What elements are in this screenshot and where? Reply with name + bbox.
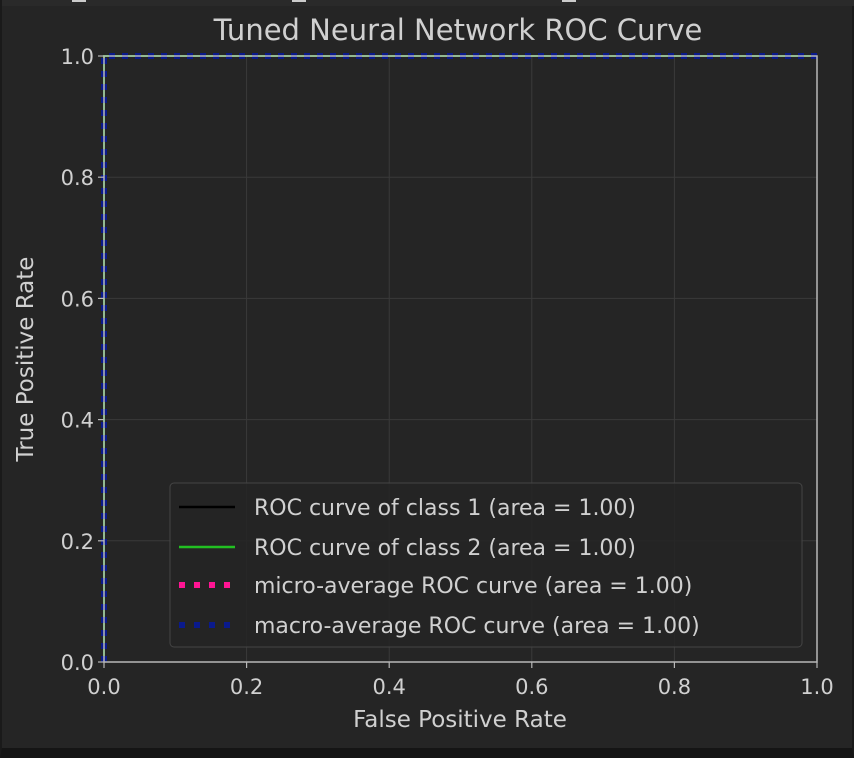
x-tick-label: 0.6 bbox=[515, 675, 548, 699]
y-tick-label: 0.8 bbox=[61, 166, 94, 190]
y-tick-label: 0.2 bbox=[61, 530, 94, 554]
x-ticks: 0.0 0.2 0.4 0.6 0.8 1.0 bbox=[87, 662, 834, 699]
y-tick-label: 0.6 bbox=[61, 287, 94, 311]
legend-label-1: ROC curve of class 1 (area = 1.00) bbox=[254, 496, 636, 521]
x-tick-label: 0.2 bbox=[230, 675, 263, 699]
x-tick-label: 1.0 bbox=[800, 675, 833, 699]
chart-title: Tuned Neural Network ROC Curve bbox=[213, 13, 703, 47]
legend-label-3: micro-average ROC curve (area = 1.00) bbox=[254, 574, 692, 599]
y-tick-label: 1.0 bbox=[61, 45, 94, 69]
y-tick-label: 0.4 bbox=[61, 409, 94, 433]
y-tick-label: 0.0 bbox=[61, 651, 94, 675]
legend: ROC curve of class 1 (area = 1.00) ROC cu… bbox=[169, 482, 803, 648]
x-tick-label: 0.4 bbox=[372, 675, 405, 699]
top-cutoff-strip bbox=[2, 0, 854, 6]
x-tick-label: 0.0 bbox=[87, 675, 120, 699]
legend-label-4: macro-average ROC curve (area = 1.00) bbox=[254, 614, 700, 639]
x-axis-label: False Positive Rate bbox=[353, 707, 567, 733]
x-tick-label: 0.8 bbox=[658, 675, 691, 699]
legend-box bbox=[169, 482, 803, 648]
legend-label-2: ROC curve of class 2 (area = 1.00) bbox=[254, 536, 636, 561]
y-ticks: 0.0 0.2 0.4 0.6 0.8 1.0 bbox=[61, 45, 104, 675]
y-axis-label: True Positive Rate bbox=[13, 257, 39, 463]
plot-frame bbox=[103, 55, 818, 663]
